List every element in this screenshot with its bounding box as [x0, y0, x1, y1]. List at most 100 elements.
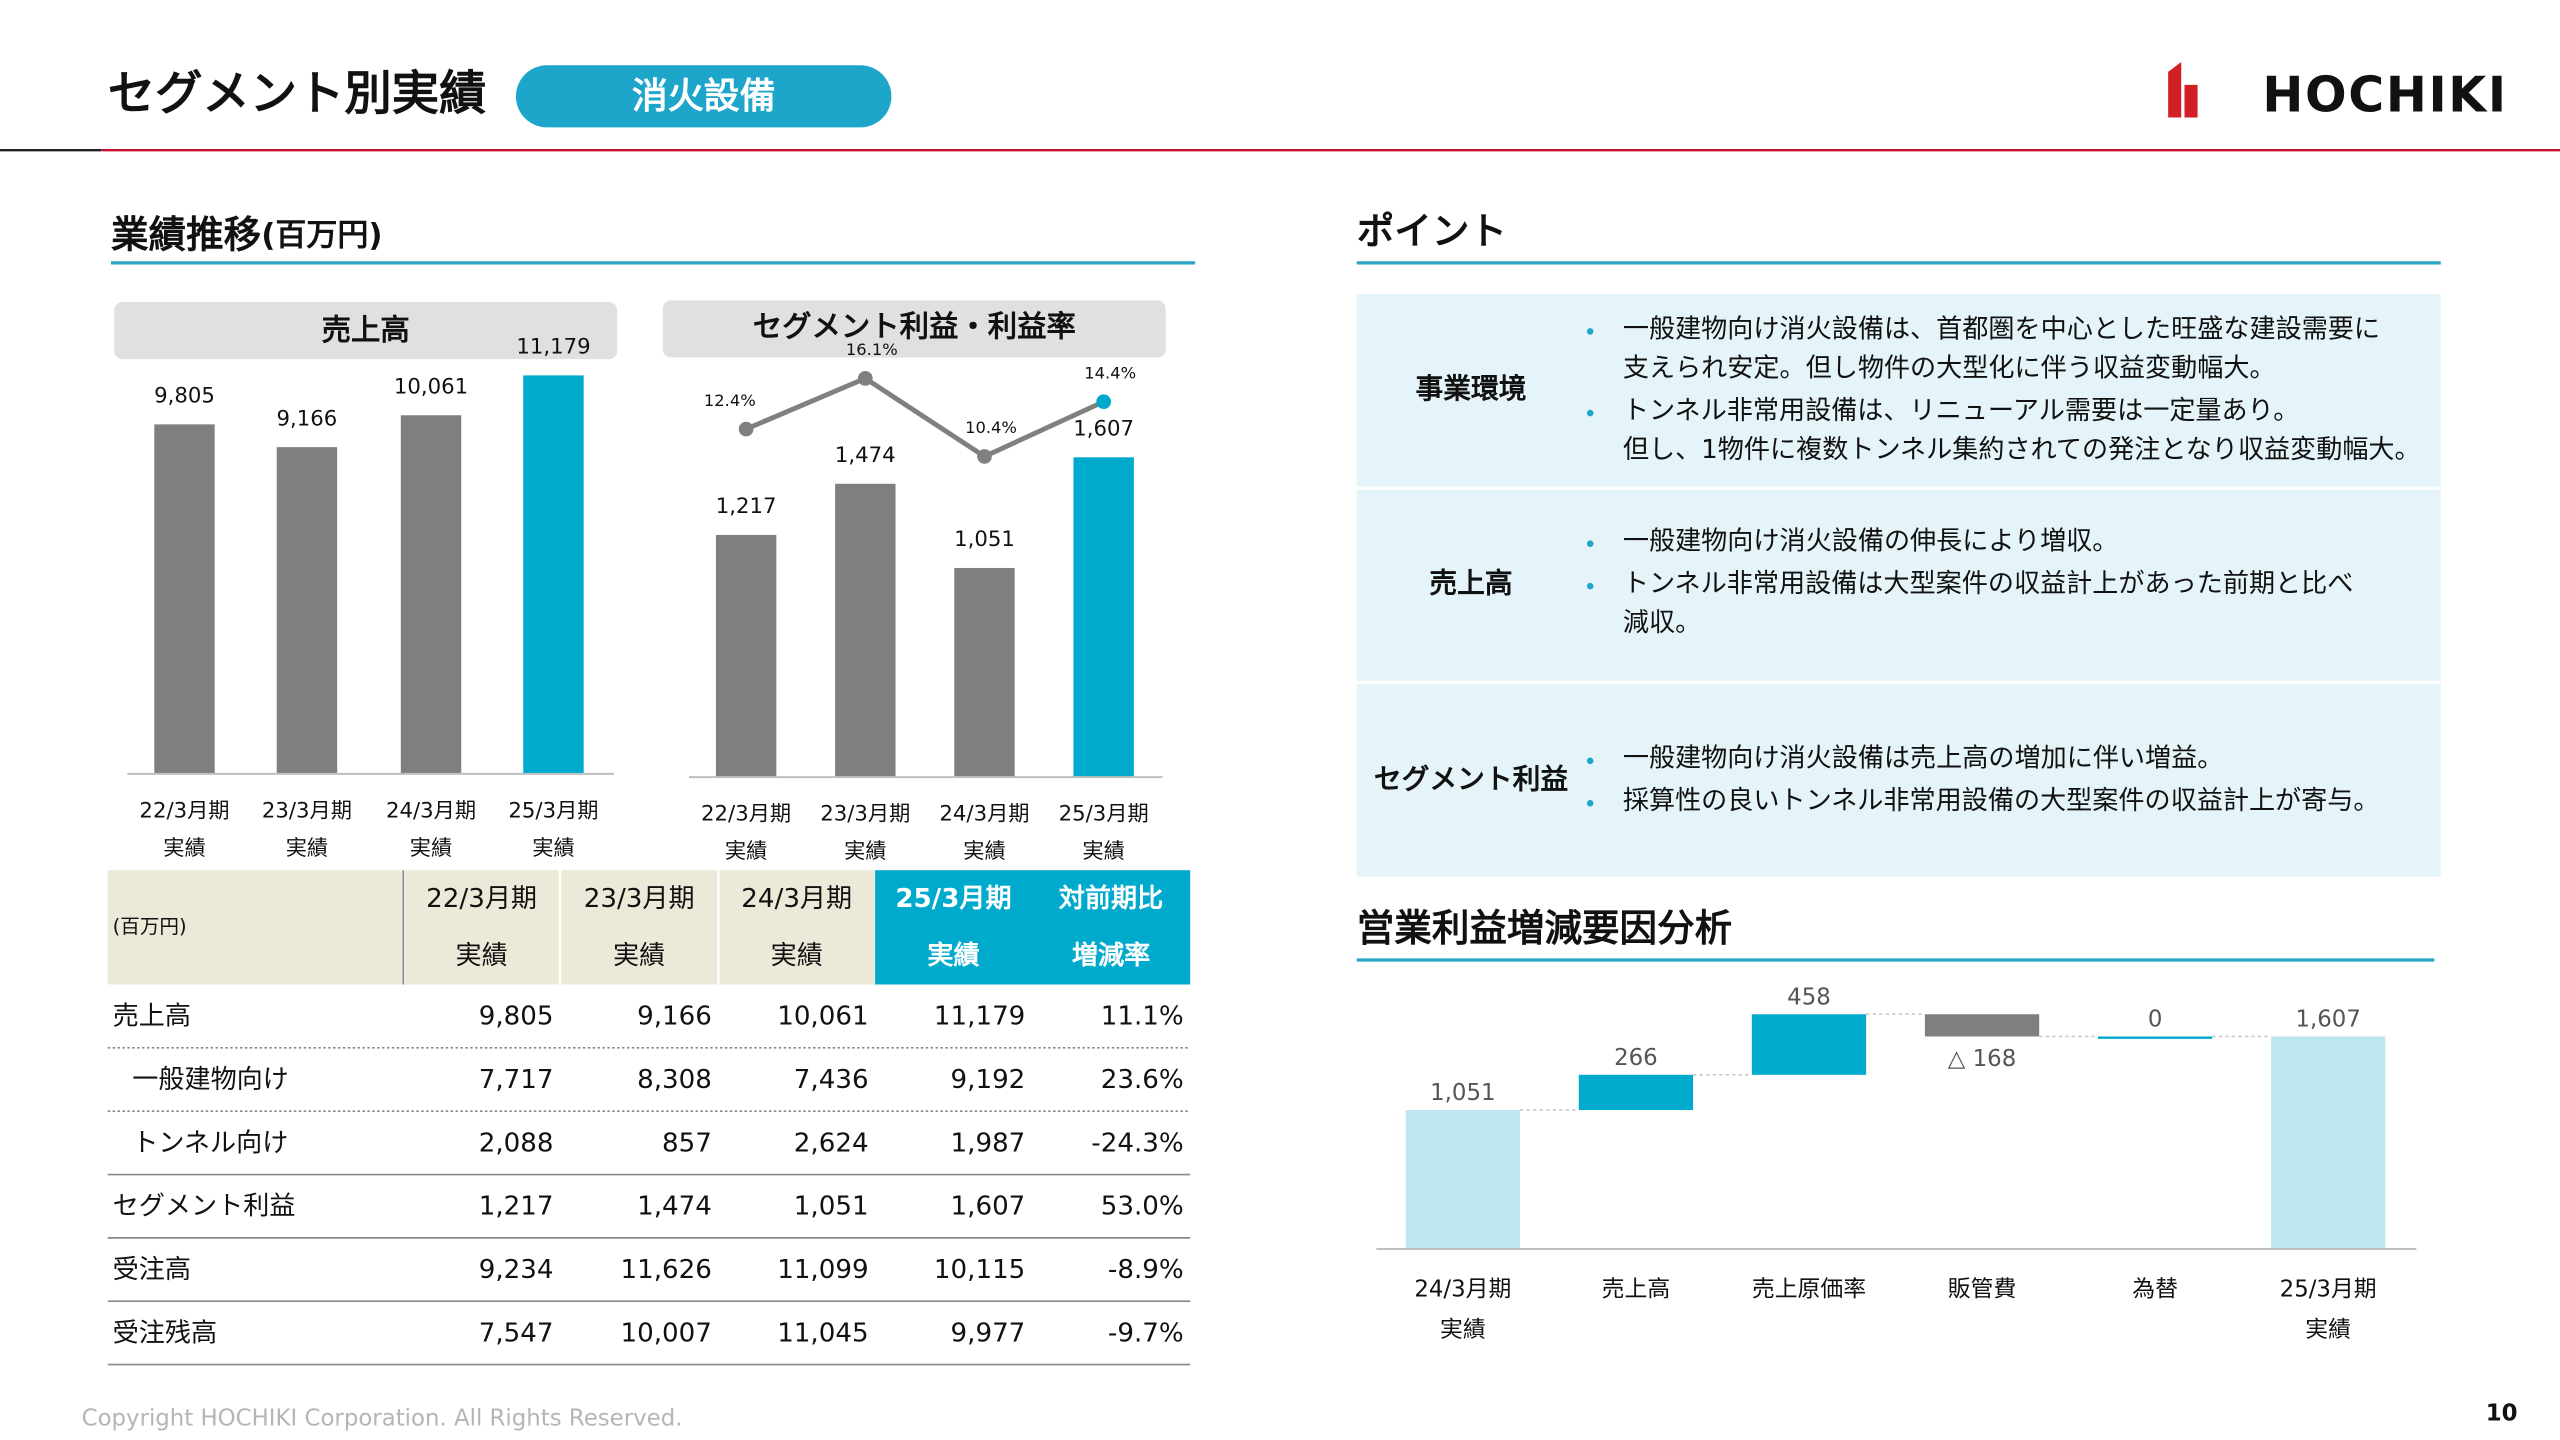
- x-tick-label: 実績: [532, 836, 574, 861]
- table-cell: 1,607: [951, 1192, 1026, 1222]
- point-text: 採算性の良いトンネル非常用設備の大型案件の収益計上が寄与。: [1623, 786, 2380, 816]
- column-header: 増減率: [1072, 940, 1150, 971]
- table-cell: 11,179: [934, 1002, 1025, 1032]
- page-number: 10: [2486, 1400, 2518, 1426]
- bar: [1073, 457, 1134, 778]
- bar: [1578, 1074, 1694, 1110]
- row-label: 売上高: [113, 1002, 191, 1032]
- x-tick-label: 為替: [2132, 1276, 2178, 1302]
- heading: 業績推移: [111, 212, 261, 256]
- value-label: 12.4%: [704, 391, 756, 410]
- x-tick-label: 実績: [1440, 1317, 1486, 1343]
- table-cell: 857: [662, 1128, 712, 1158]
- table-unit: (百万円): [113, 915, 187, 938]
- table-cell: 11,045: [777, 1318, 868, 1348]
- panel-title-bg: [662, 300, 1166, 358]
- value-label: 266: [1614, 1045, 1658, 1071]
- x-tick-label: 実績: [2305, 1317, 2351, 1343]
- row-label: トンネル向け: [132, 1128, 288, 1158]
- panel-title-bg: [114, 302, 618, 360]
- value-label: 1,607: [2295, 1007, 2360, 1033]
- line: [745, 375, 1105, 460]
- value-label: 1,051: [954, 527, 1015, 552]
- logo-mark: [2168, 62, 2198, 118]
- point-label: セグメント利益: [1374, 762, 1569, 795]
- x-tick-label: 22/3月期: [139, 798, 229, 823]
- column-header: 対前期比: [1059, 883, 1163, 914]
- x-tick-label: 22/3月期: [701, 802, 791, 827]
- chart-title: セグメント利益・利益率: [753, 310, 1076, 344]
- table-cell: 53.0%: [1101, 1192, 1184, 1222]
- badge-text: 消火設備: [632, 76, 776, 117]
- value-label: 458: [1787, 984, 1831, 1010]
- bullet: [1586, 757, 1594, 765]
- bar: [276, 447, 338, 774]
- x-tick-label: 販管費: [1948, 1276, 2017, 1302]
- chart-title: 売上高: [322, 313, 410, 347]
- x-tick-label: 24/3月期: [386, 798, 476, 823]
- bullet: [1586, 328, 1594, 335]
- table-cell: 9,977: [951, 1318, 1026, 1348]
- table-cell: 9,192: [951, 1065, 1026, 1095]
- section-title: 業績推移(百万円): [111, 212, 383, 256]
- value-label: 9,805: [154, 384, 215, 409]
- table-cell: 1,217: [479, 1192, 554, 1222]
- x-tick-label: 実績: [410, 836, 452, 861]
- x-tick-label: 実績: [963, 839, 1005, 864]
- column-header: 実績: [613, 941, 665, 971]
- table-cell: 1,474: [637, 1192, 712, 1222]
- bullet: [1586, 540, 1594, 547]
- column-header: 22/3月期: [426, 884, 537, 914]
- bar: [2271, 1036, 2386, 1249]
- row-label: セグメント利益: [113, 1192, 296, 1222]
- x-tick-label: 23/3月期: [820, 802, 910, 827]
- column-header: 実績: [927, 940, 979, 971]
- x-tick-label: 実績: [286, 836, 328, 861]
- bullet: [1586, 800, 1594, 807]
- section-title: 営業利益増減要因分析: [1357, 906, 1732, 950]
- point-text: 一般建物向け消火設備の伸長により増収。: [1623, 527, 2119, 557]
- table-cell: 7,717: [479, 1065, 554, 1095]
- bar: [2097, 1036, 2213, 1039]
- table-cell: -24.3%: [1091, 1128, 1183, 1158]
- table-cell: 11.1%: [1101, 1002, 1184, 1032]
- bar: [715, 534, 777, 778]
- bar: [1924, 1014, 2040, 1037]
- column-header: 25/3月期: [895, 884, 1011, 914]
- table-cell: 23.6%: [1101, 1065, 1184, 1095]
- row-label: 受注高: [113, 1255, 191, 1285]
- x-tick-label: 売上原価率: [1752, 1276, 1866, 1302]
- value-label: 1,474: [835, 443, 896, 468]
- value-label: △ 168: [1948, 1046, 2016, 1072]
- value-label: 16.1%: [846, 340, 898, 359]
- bar: [835, 483, 896, 778]
- value-label: 0: [2148, 1007, 2163, 1033]
- badge: [515, 65, 892, 128]
- table-cell: -8.9%: [1108, 1255, 1184, 1285]
- point-text: 支えられ安定。但し物件の大型化に伴う収益変動幅大。: [1623, 353, 2276, 383]
- table-cell: 11,099: [777, 1255, 868, 1285]
- value-label: 1,607: [1073, 417, 1134, 442]
- x-tick-label: 実績: [1082, 839, 1124, 864]
- table-header-bg: [107, 870, 876, 985]
- table-cell: 9,234: [479, 1255, 554, 1285]
- x-tick-label: 実績: [844, 839, 886, 864]
- table-header-bg: [875, 870, 1191, 985]
- heading-unit: (百万円): [261, 218, 382, 254]
- point-text: トンネル非常用設備は大型案件の収益計上があった前期と比べ: [1623, 569, 2354, 599]
- bullet: [1586, 409, 1594, 417]
- point-text: トンネル非常用設備は、リニューアル需要は一定量あり。: [1623, 396, 2300, 426]
- value-label: 1,051: [1430, 1080, 1495, 1106]
- table-cell: 9,805: [479, 1002, 554, 1032]
- bar: [954, 567, 1015, 778]
- x-tick-label: 24/3月期: [939, 802, 1029, 827]
- bar: [154, 424, 215, 774]
- x-tick-label: 23/3月期: [262, 798, 352, 823]
- section-title: ポイント: [1357, 209, 1507, 253]
- table-cell: 2,624: [794, 1128, 869, 1158]
- marker: [857, 371, 873, 386]
- point-text: 減収。: [1623, 608, 1701, 638]
- bar: [523, 375, 584, 774]
- value-label: 9,166: [277, 406, 338, 431]
